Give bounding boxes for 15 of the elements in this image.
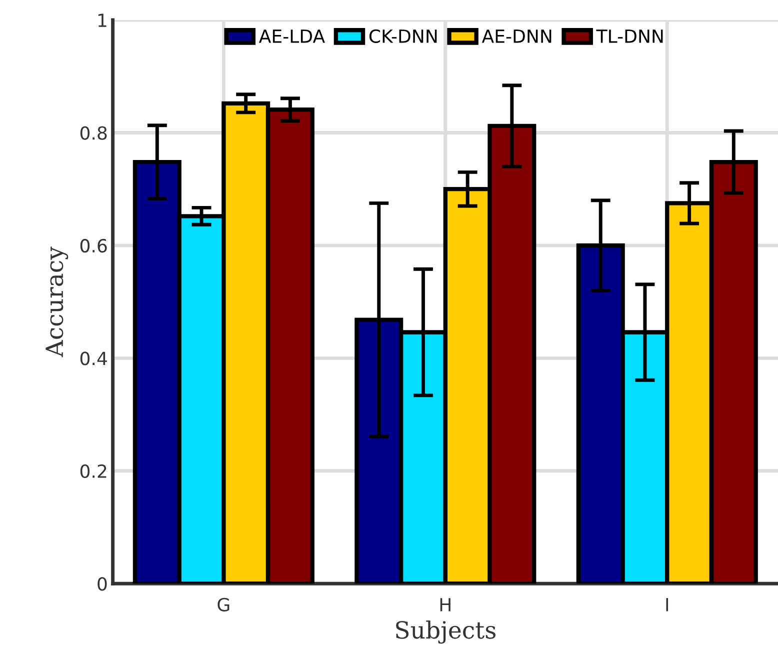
y-tick-label: 0 [98,577,107,591]
legend-label: AE-DNN [482,30,552,43]
y-tick-label: 1 [98,14,106,27]
y-tick-label: 0.2 [80,464,106,478]
y-tick-label: 0.6 [80,238,107,253]
legend-label: TL-DNN [596,30,663,43]
y-axis-title: Accuracy [46,246,68,358]
x-tick-label: G [218,598,230,612]
y-tick-label: 0.8 [80,126,107,140]
x-tick-label: H [440,598,450,612]
x-tick-label: I [666,598,668,612]
y-tick-label: 0.4 [80,352,107,366]
legend-label: AE-LDA [258,30,325,43]
legend-label: CK-DNN [369,29,437,44]
x-axis-title: Subjects [396,620,496,644]
